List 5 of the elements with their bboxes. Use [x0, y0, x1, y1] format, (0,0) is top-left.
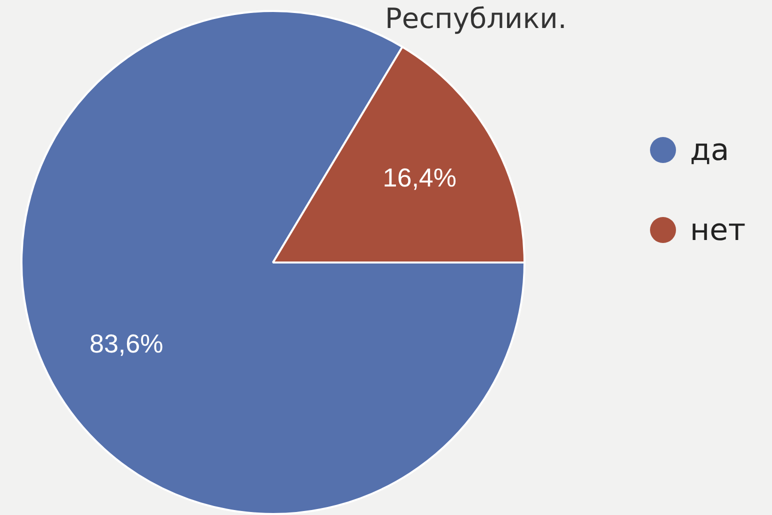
chart-title: Республики.	[385, 2, 567, 35]
legend-label: нет	[690, 212, 746, 248]
data-label: 83,6%	[90, 328, 164, 359]
legend-label: да	[690, 132, 730, 168]
data-label: 16,4%	[382, 162, 456, 193]
